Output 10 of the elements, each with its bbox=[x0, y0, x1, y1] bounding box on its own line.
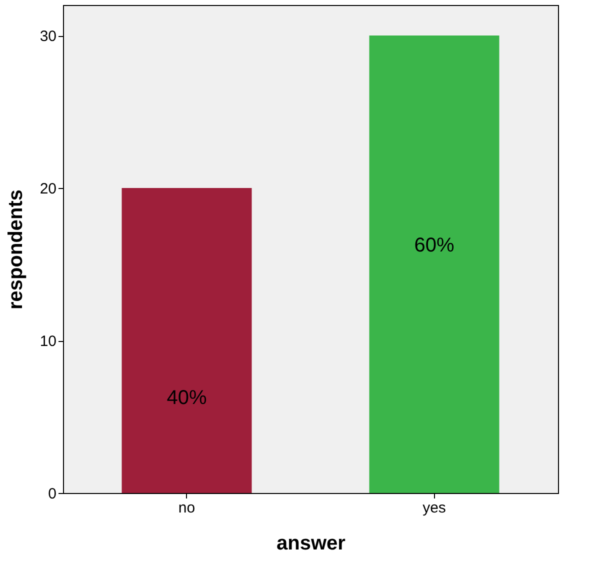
x-axis-title: answer bbox=[276, 532, 346, 554]
y-tick-label: 30 bbox=[40, 28, 56, 45]
y-tick-label: 20 bbox=[40, 180, 56, 198]
x-tick-label: yes bbox=[422, 500, 446, 516]
x-tick-label: no bbox=[178, 500, 196, 516]
y-tick-label: 10 bbox=[40, 333, 56, 350]
y-axis-title: respondents bbox=[4, 189, 27, 310]
annotation: 40% bbox=[166, 387, 207, 409]
annotation: 60% bbox=[414, 234, 454, 256]
y-tick-label: 0 bbox=[48, 486, 56, 502]
